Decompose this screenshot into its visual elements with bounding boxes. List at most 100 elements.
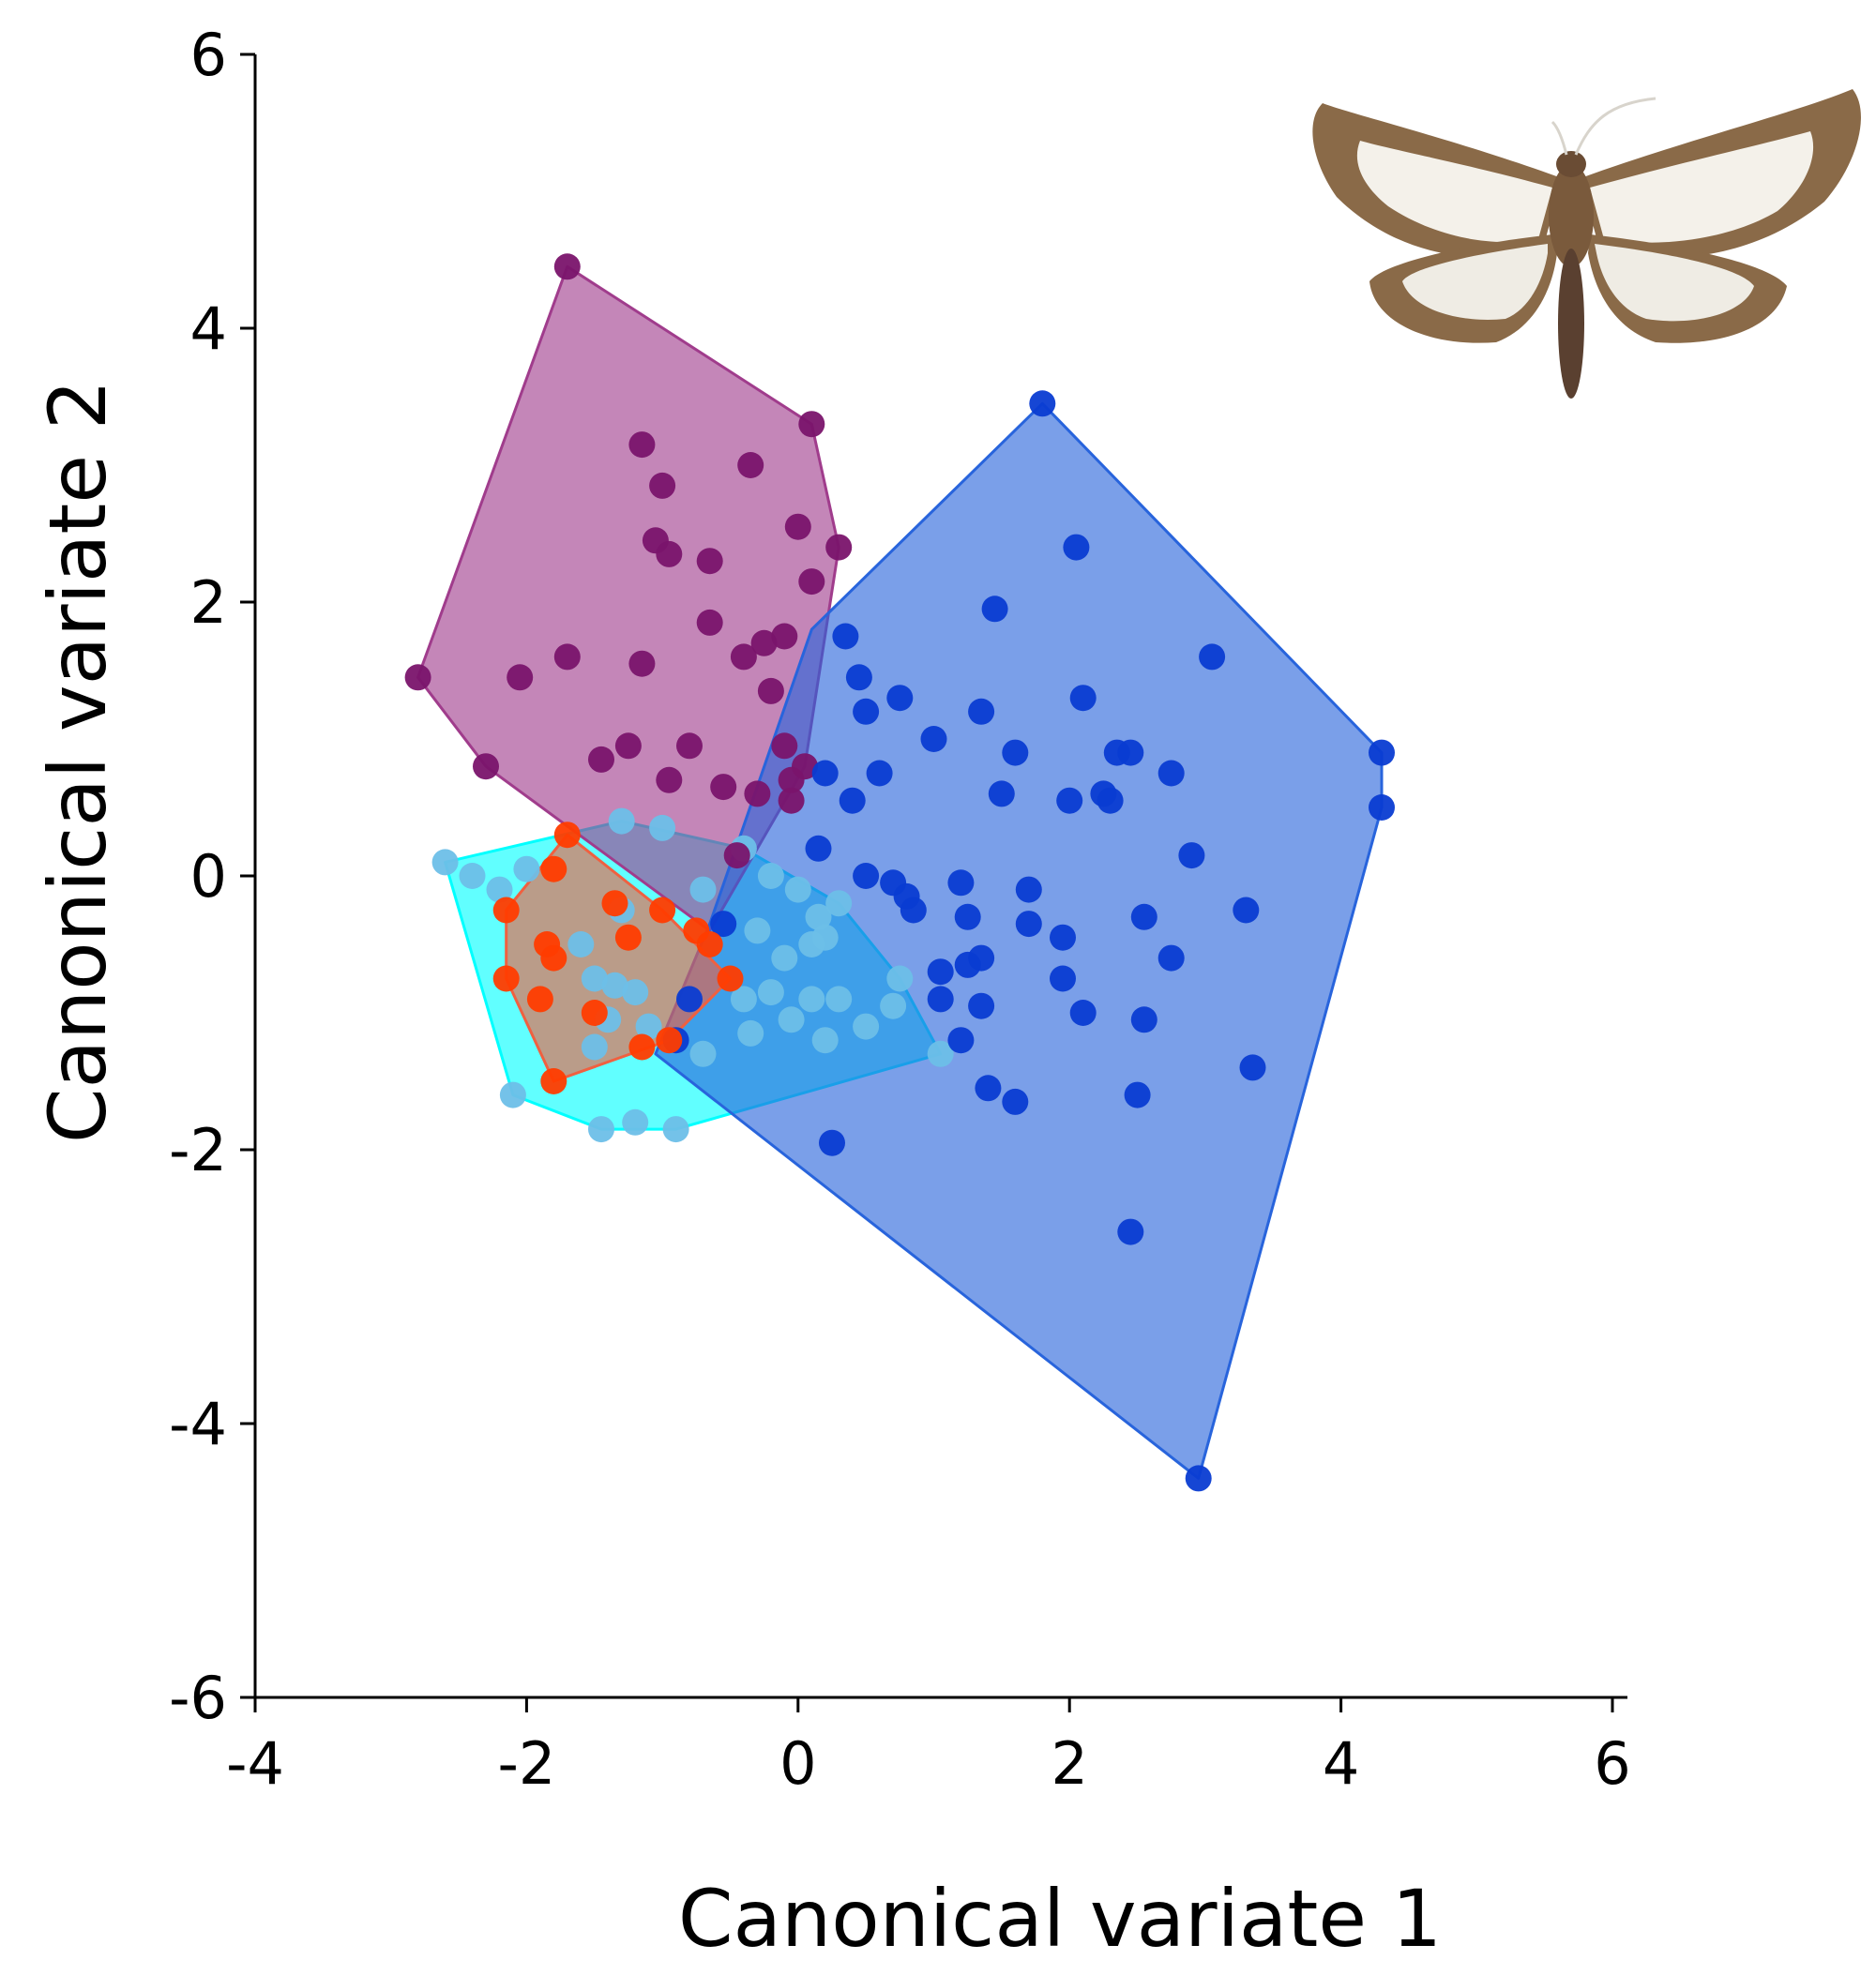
x-tick-label: 4 <box>1323 1729 1359 1798</box>
series-1-point <box>622 1108 649 1136</box>
y-axis-ticks: -6 -4 -2 0 2 4 6 <box>169 21 255 1732</box>
series-4-point <box>553 822 581 849</box>
series-1-point <box>927 1040 954 1067</box>
series-2-point <box>730 643 757 671</box>
series-3-point <box>1185 1465 1212 1492</box>
series-2-point <box>656 766 683 793</box>
series-2-point <box>473 753 499 780</box>
series-1-point <box>608 807 635 835</box>
series-1-point <box>431 849 459 876</box>
series-3-point <box>1050 924 1076 951</box>
series-2-point <box>507 664 534 691</box>
series-4-point <box>649 897 676 924</box>
series-1-point <box>581 965 608 992</box>
series-1-point <box>757 863 784 889</box>
series-3-point <box>920 726 947 752</box>
series-1-point <box>499 1081 526 1108</box>
series-3-point <box>947 1027 975 1054</box>
series-2-point <box>750 629 778 656</box>
series-1-point <box>635 1013 662 1040</box>
series-1-point <box>886 965 914 992</box>
series-1-point <box>622 979 649 1006</box>
series-2-point <box>404 664 431 691</box>
series-2-point <box>553 643 581 671</box>
series-3-point <box>1124 1081 1151 1108</box>
series-3-point <box>805 835 832 862</box>
series-3-point <box>1369 794 1395 821</box>
data-points <box>404 253 1395 1492</box>
series-3-point <box>1069 685 1097 712</box>
series-1-point <box>513 855 540 882</box>
series-1-point <box>737 1019 764 1047</box>
series-1-point <box>778 1006 805 1033</box>
series-2-point <box>771 732 798 760</box>
series-2-point <box>614 732 642 760</box>
series-2-point <box>757 677 784 704</box>
series-1-point <box>880 992 907 1019</box>
y-tick-label: 0 <box>190 842 227 911</box>
series-4-point <box>540 944 567 972</box>
series-3-point <box>1015 876 1042 903</box>
series-3-point <box>853 863 880 889</box>
series-2-point <box>778 766 805 793</box>
series-4-point <box>540 855 567 882</box>
series-3-point <box>1015 911 1042 938</box>
series-1-point <box>784 876 811 903</box>
series-3-point <box>1117 1218 1144 1245</box>
x-axis-ticks: -4 -2 0 2 4 6 <box>226 1697 1631 1798</box>
series-4-point <box>717 965 744 992</box>
series-1-point <box>805 903 832 930</box>
series-2-point <box>784 513 811 540</box>
series-2-point <box>737 452 764 478</box>
series-3-point <box>1130 1006 1157 1033</box>
series-1-point <box>649 814 676 841</box>
series-2-point <box>771 623 798 650</box>
x-tick-label: -4 <box>226 1729 284 1798</box>
series-2-point <box>649 472 676 499</box>
series-3-point <box>1199 643 1226 671</box>
moth-photo <box>1312 89 1861 399</box>
series-3-point <box>1130 903 1157 930</box>
series-2-point <box>656 540 683 567</box>
y-tick-label: 4 <box>190 294 227 363</box>
series-3-point <box>853 698 880 725</box>
series-3-point <box>1239 1054 1266 1081</box>
series-2-point <box>710 774 737 801</box>
series-1-point <box>601 972 628 999</box>
series-3-point <box>975 1075 1002 1102</box>
series-3-point <box>811 760 839 787</box>
series-2-point <box>676 732 703 760</box>
series-2-point <box>696 609 723 636</box>
series-1-point <box>689 1040 717 1067</box>
series-3-point <box>1069 1000 1097 1026</box>
series-1-point <box>459 863 486 889</box>
y-tick-label: -4 <box>169 1390 227 1458</box>
series-3-point <box>988 780 1015 807</box>
series-1-point <box>730 986 757 1013</box>
series-1-point <box>588 1116 614 1143</box>
series-1-point <box>811 1027 839 1054</box>
series-1-point <box>853 1013 880 1040</box>
series-1-point <box>771 944 798 972</box>
series-3-point <box>839 787 866 814</box>
series-1-point <box>825 986 853 1013</box>
series-3-point <box>1002 739 1029 766</box>
series-1-point <box>798 986 825 1013</box>
series-3-point <box>1097 787 1124 814</box>
series-3-point <box>819 1129 845 1156</box>
series-3-point <box>968 992 995 1019</box>
series-3-point <box>845 664 872 691</box>
series-4-point <box>614 924 642 951</box>
series-3-point <box>1157 944 1185 972</box>
y-tick-label: -6 <box>169 1664 227 1732</box>
y-tick-label: 2 <box>190 568 227 637</box>
x-tick-label: -2 <box>497 1729 555 1798</box>
series-2-point <box>588 746 614 773</box>
series-1-point <box>486 876 513 903</box>
series-2-point <box>744 780 771 807</box>
series-4-point <box>656 1027 683 1054</box>
series-4-point <box>628 1033 656 1061</box>
series-3-point <box>900 897 927 924</box>
series-1-point <box>825 890 853 917</box>
